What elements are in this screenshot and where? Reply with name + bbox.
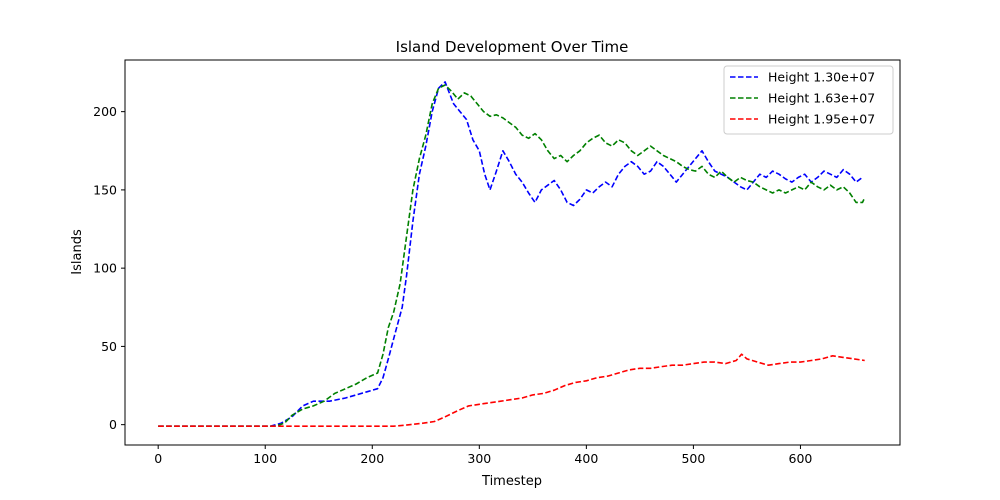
legend-label-2: Height 1.63e+07 xyxy=(768,91,875,106)
series-line-1 xyxy=(158,81,863,427)
y-axis-label: Islands xyxy=(70,229,85,275)
y-tick-label: 100 xyxy=(93,261,117,276)
legend-label-1: Height 1.30e+07 xyxy=(768,70,875,85)
plot-frame xyxy=(124,59,901,446)
x-tick-label: 200 xyxy=(360,451,384,466)
x-tick-label: 400 xyxy=(574,451,598,466)
series-line-2 xyxy=(158,84,866,427)
x-tick-label: 300 xyxy=(467,451,491,466)
x-tick-label: 500 xyxy=(681,451,705,466)
y-tick-label: 50 xyxy=(101,339,117,354)
y-tick-label: 200 xyxy=(93,104,117,119)
x-axis-label: Timestep xyxy=(481,474,542,489)
series-line-3 xyxy=(158,353,865,427)
y-tick-label: 0 xyxy=(109,417,117,432)
y-tick-label: 150 xyxy=(93,182,117,197)
y-axis-ticks: 0 50 100 150 200 xyxy=(93,104,125,432)
x-tick-label: 600 xyxy=(789,451,813,466)
x-tick-label: 0 xyxy=(154,451,162,466)
chart-title: Island Development Over Time xyxy=(396,38,629,56)
x-tick-label: 100 xyxy=(253,451,277,466)
legend-label-3: Height 1.95e+07 xyxy=(768,112,875,127)
legend: Height 1.30e+07 Height 1.63e+07 Height 1.9… xyxy=(723,65,894,135)
legend-box xyxy=(723,65,894,135)
x-axis-ticks: 0 100 200 300 400 500 600 xyxy=(154,445,812,466)
series-layer xyxy=(158,81,866,427)
